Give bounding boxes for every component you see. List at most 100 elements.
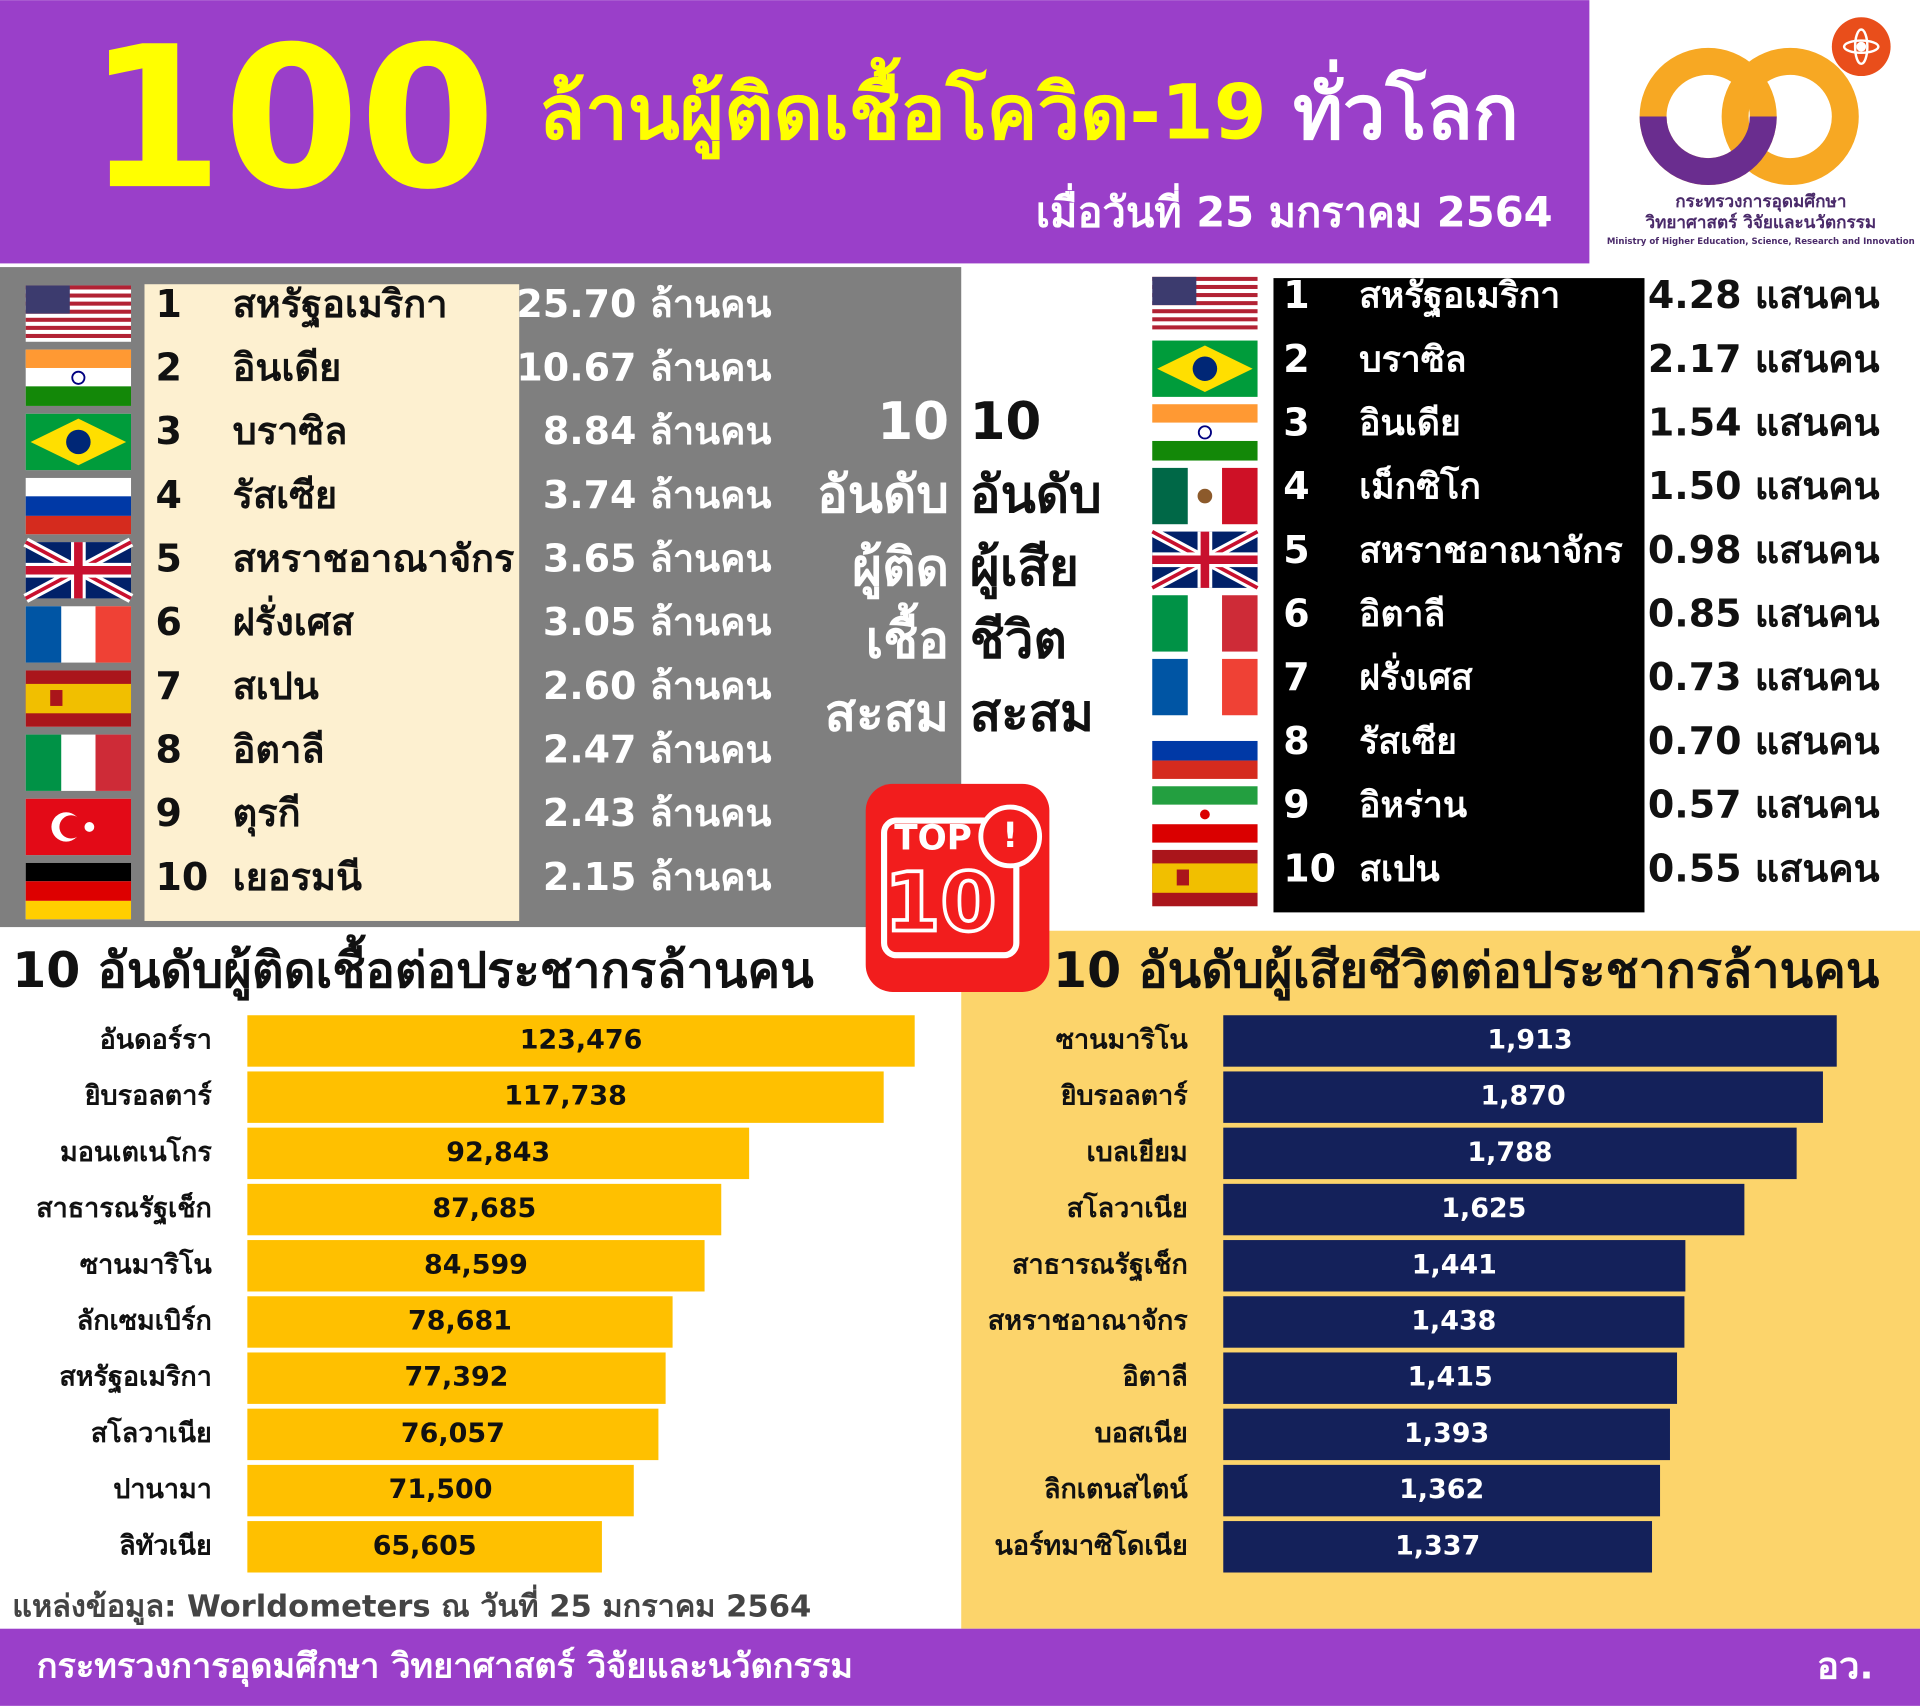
- bar: [247, 1183, 722, 1236]
- bar: [247, 1240, 705, 1292]
- value-label: 1,337: [1395, 1530, 1480, 1561]
- bar: [247, 1464, 634, 1517]
- logo-text: Ministry of Higher Education, Science, R…: [1607, 237, 1915, 247]
- stripe: [1152, 301, 1258, 306]
- top10-badge: [865, 783, 1050, 992]
- count: 8.84 ล้านคน: [543, 409, 772, 453]
- country: สหราชอาณาจักร: [1359, 530, 1623, 571]
- country: สเปน: [1359, 849, 1440, 890]
- category-label: สโลวาเนีย: [1067, 1191, 1188, 1224]
- rank: 7: [156, 664, 182, 708]
- bar: [247, 1127, 750, 1180]
- stripe: [25, 309, 132, 314]
- country: อินเดีย: [233, 345, 342, 389]
- stripe: [1152, 404, 1258, 423]
- value-label: 1,415: [1408, 1362, 1493, 1393]
- value-label: 92,843: [446, 1137, 550, 1168]
- stripe: [1152, 658, 1188, 716]
- center-label: ผู้เสีย: [970, 538, 1079, 600]
- title-end: ทั่วโลก: [1293, 59, 1519, 157]
- count: 2.17 แสนคน: [1648, 337, 1880, 381]
- chart-title: 10 อันดับผู้เสียชีวิตต่อประชากรล้านคน: [1053, 942, 1880, 1001]
- value-label: 1,438: [1411, 1305, 1496, 1336]
- stripe: [1152, 309, 1258, 314]
- category-label: ซานมาริโน: [80, 1247, 213, 1280]
- rank: 8: [156, 727, 182, 771]
- count: 0.85 แสนคน: [1648, 592, 1880, 636]
- title: ล้านผู้ติดเชื้อโควิด-19 ทั่วโลก: [539, 57, 1519, 160]
- count: 2.60 ล้านคน: [543, 664, 772, 708]
- table-bg: [144, 284, 520, 921]
- bar: [1223, 1408, 1670, 1461]
- category-label: สาธารณรัฐเช็ก: [1012, 1247, 1188, 1282]
- center-label: 10: [970, 392, 1042, 452]
- center-label: อันดับ: [970, 465, 1102, 525]
- count: 25.70 ล้านคน: [516, 282, 771, 326]
- center-label: สะสม: [825, 683, 949, 743]
- country: อิหร่าน: [1359, 785, 1467, 826]
- stripe: [1152, 293, 1258, 298]
- stripe: [1152, 325, 1258, 330]
- stripe: [25, 734, 62, 791]
- flag: [25, 862, 132, 920]
- value-label: 117,738: [504, 1081, 627, 1112]
- bar: [247, 1071, 884, 1123]
- center-label: สะสม: [970, 683, 1094, 743]
- flag: [25, 670, 132, 727]
- value-label: 84,599: [424, 1249, 528, 1280]
- stripe: [25, 349, 132, 368]
- country: บราซิล: [233, 409, 348, 453]
- rank: 5: [1283, 528, 1309, 572]
- count: 0.57 แสนคน: [1648, 783, 1880, 827]
- wheel: [1197, 425, 1212, 440]
- bar: [1223, 1071, 1823, 1123]
- flag: [1152, 722, 1258, 779]
- bar: [247, 1015, 915, 1067]
- stripe: [1152, 284, 1258, 289]
- rank: 9: [1283, 783, 1309, 827]
- count: 3.05 ล้านคน: [543, 600, 772, 644]
- value-label: 1,362: [1399, 1474, 1484, 1505]
- rank: 10: [156, 855, 209, 899]
- rank: 3: [156, 409, 182, 453]
- stripe: [25, 333, 132, 338]
- stripe: [1152, 595, 1188, 652]
- stripe: [95, 606, 132, 663]
- rank: 1: [1283, 273, 1309, 317]
- stripe: [1152, 317, 1258, 322]
- country: อิตาลี: [233, 727, 325, 771]
- stripe: [1152, 824, 1258, 843]
- count: 2.47 ล้านคน: [543, 727, 772, 771]
- stripe: [25, 881, 132, 901]
- category-label: ปานามา: [113, 1474, 212, 1505]
- flag: [1152, 658, 1258, 716]
- stripe: [1222, 658, 1258, 716]
- stripe: [1152, 467, 1188, 525]
- category-label: บอสเนีย: [1095, 1418, 1188, 1449]
- value-label: 78,681: [408, 1305, 512, 1336]
- logo: [1639, 17, 1891, 186]
- bar: [1223, 1015, 1837, 1067]
- badge-alert: !: [1002, 816, 1018, 856]
- bar: [1223, 1352, 1678, 1404]
- category-label: สาธารณรัฐเช็ก: [36, 1191, 212, 1226]
- stripe: [25, 325, 132, 330]
- chart-title: 10 อันดับผู้ติดเชื้อต่อประชากรล้านคน: [12, 934, 814, 1001]
- center-label: ชีวิต: [970, 611, 1067, 671]
- rank: 6: [156, 600, 182, 644]
- rank: 4: [156, 473, 182, 517]
- title-main: ล้านผู้ติดเชื้อโควิด-19: [539, 57, 1267, 160]
- cross: [1152, 531, 1258, 588]
- rank: 3: [1283, 401, 1309, 445]
- stripe: [25, 293, 132, 298]
- country: อิตาลี: [1359, 594, 1445, 635]
- count: 1.50 แสนคน: [1648, 464, 1880, 508]
- category-label: ลิกเตนสไตน์: [1044, 1473, 1188, 1505]
- stripe: [1222, 595, 1258, 652]
- big-number: 100: [87, 5, 496, 233]
- flag: [25, 413, 132, 471]
- stripe: [1152, 276, 1258, 281]
- country: สหรัฐอเมริกา: [233, 282, 448, 329]
- stripe: [25, 386, 132, 406]
